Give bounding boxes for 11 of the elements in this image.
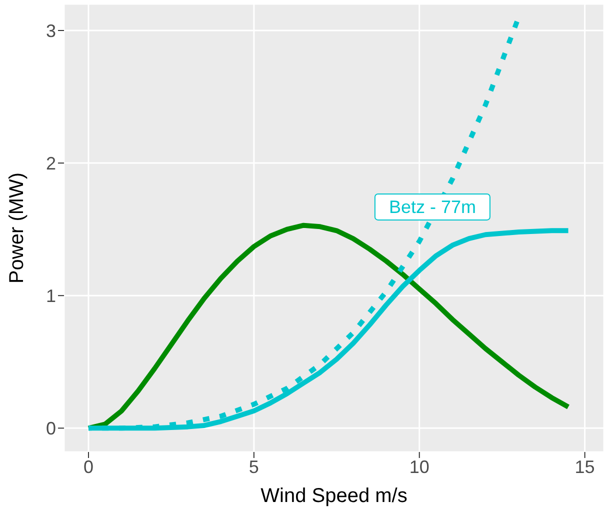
y-tick-label: 3: [46, 20, 56, 41]
series-label: Betz - 77m: [388, 196, 476, 217]
y-tick-label: 2: [46, 153, 56, 174]
x-tick-label: 10: [409, 456, 430, 477]
x-axis-title: Wind Speed m/s: [260, 485, 408, 507]
y-axis-title: Power (MW): [6, 172, 28, 284]
x-tick-label: 0: [83, 456, 94, 477]
x-tick-label: 15: [574, 456, 595, 477]
y-tick-label: 1: [46, 286, 56, 306]
y-tick-label: 0: [46, 418, 56, 439]
x-tick-label: 5: [248, 456, 259, 477]
